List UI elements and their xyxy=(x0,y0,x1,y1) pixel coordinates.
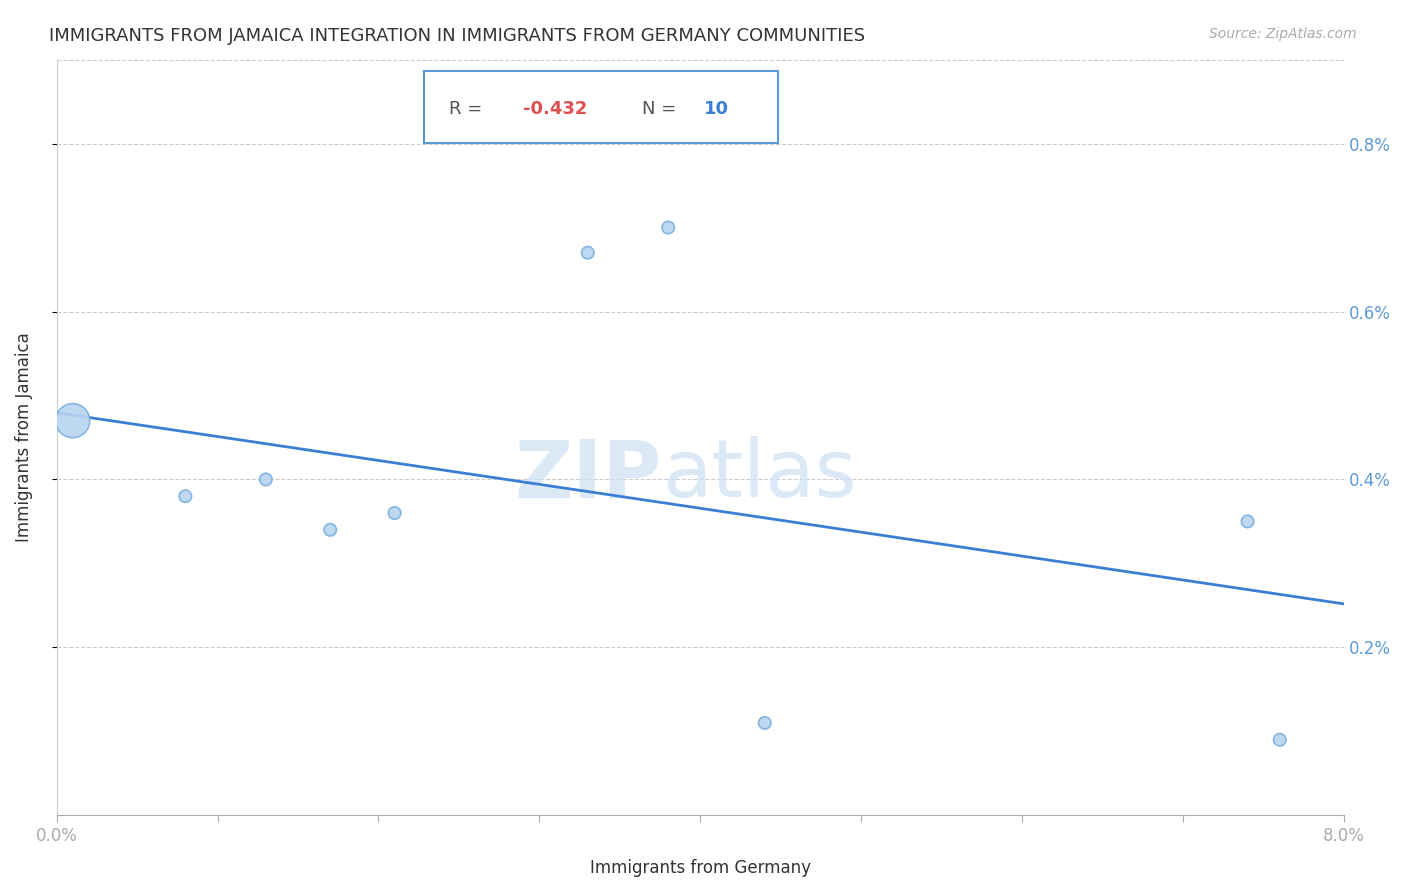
Point xyxy=(174,489,197,503)
Point xyxy=(1236,515,1258,529)
FancyBboxPatch shape xyxy=(423,71,778,143)
Point xyxy=(62,414,84,428)
Text: IMMIGRANTS FROM JAMAICA INTEGRATION IN IMMIGRANTS FROM GERMANY COMMUNITIES: IMMIGRANTS FROM JAMAICA INTEGRATION IN I… xyxy=(49,27,865,45)
Y-axis label: Immigrants from Jamaica: Immigrants from Jamaica xyxy=(15,333,32,542)
Point xyxy=(1268,732,1291,747)
Text: R =: R = xyxy=(450,100,488,118)
Point xyxy=(754,715,776,730)
Point xyxy=(319,523,342,537)
Text: -0.432: -0.432 xyxy=(523,100,588,118)
Point xyxy=(576,245,599,260)
Text: ZIP: ZIP xyxy=(515,436,662,515)
Point xyxy=(384,506,406,520)
Text: atlas: atlas xyxy=(662,436,856,515)
Text: 10: 10 xyxy=(704,100,730,118)
Point xyxy=(254,472,277,486)
Text: N =: N = xyxy=(643,100,682,118)
X-axis label: Immigrants from Germany: Immigrants from Germany xyxy=(591,859,811,877)
Text: Source: ZipAtlas.com: Source: ZipAtlas.com xyxy=(1209,27,1357,41)
Point xyxy=(657,220,679,235)
